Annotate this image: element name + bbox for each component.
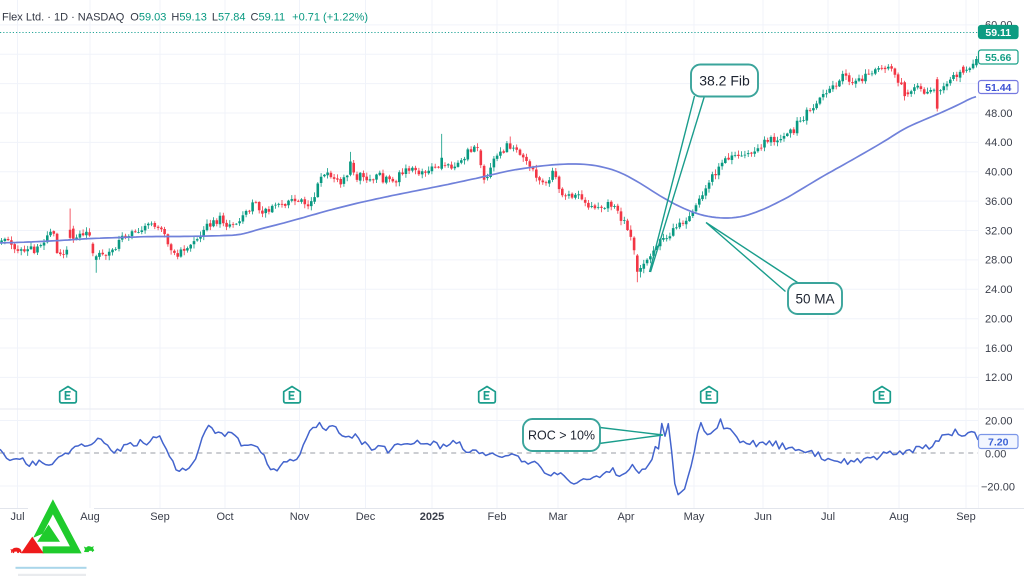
svg-text:50 MA: 50 MA [795,291,834,306]
svg-text:Jul: Jul [821,511,835,523]
svg-text:Apr: Apr [617,511,634,523]
svg-text:Dec: Dec [356,511,376,523]
svg-text:40.00: 40.00 [985,167,1013,179]
svg-text:Aug: Aug [889,511,909,523]
svg-text:7.20: 7.20 [988,436,1009,448]
svg-text:ROC > 10%: ROC > 10% [528,429,595,443]
svg-text:55.66: 55.66 [985,52,1011,64]
svg-text:−20.00: −20.00 [981,481,1015,493]
svg-text:Feb: Feb [488,511,507,523]
svg-text:Oct: Oct [216,511,233,523]
svg-text:59.11: 59.11 [985,27,1011,39]
svg-text:48.00: 48.00 [985,108,1013,120]
svg-text:20.00: 20.00 [985,314,1013,326]
svg-text:36.00: 36.00 [985,196,1013,208]
svg-text:Mar: Mar [549,511,568,523]
svg-text:16.00: 16.00 [985,343,1013,355]
svg-text:0.00: 0.00 [985,448,1006,460]
svg-text:12.00: 12.00 [985,372,1013,384]
svg-text:Sep: Sep [150,511,170,523]
svg-text:51.44: 51.44 [985,82,1011,94]
svg-text:May: May [684,511,705,523]
svg-text:32.00: 32.00 [985,225,1013,237]
svg-text:Aug: Aug [80,511,100,523]
svg-text:24.00: 24.00 [985,284,1013,296]
svg-text:38.2 Fib: 38.2 Fib [699,73,750,89]
svg-text:Nov: Nov [290,511,310,523]
svg-text:28.00: 28.00 [985,255,1013,267]
svg-text:20.00: 20.00 [985,415,1013,427]
svg-text:44.00: 44.00 [985,137,1013,149]
svg-text:Jul: Jul [10,511,24,523]
svg-text:Sep: Sep [956,511,976,523]
svg-text:Jun: Jun [754,511,772,523]
svg-text:2025: 2025 [420,511,444,523]
